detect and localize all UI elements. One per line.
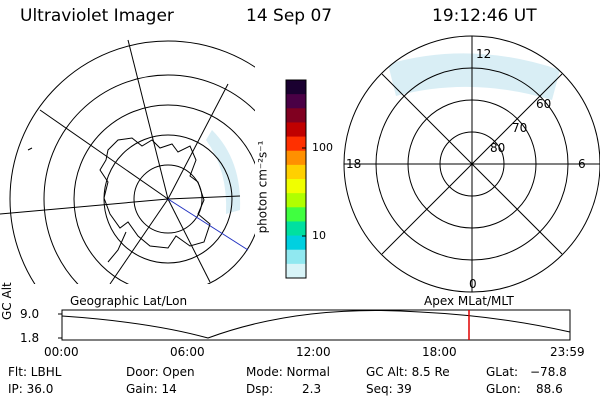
colorbar-segment <box>286 80 306 95</box>
colorbar-tick-10: 10 <box>312 229 326 242</box>
colorbar-segment <box>286 235 306 251</box>
left-panel-label: Geographic Lat/Lon <box>70 294 188 308</box>
altitude-timeline <box>58 309 571 341</box>
info-gain: Gain: 14 <box>126 382 177 396</box>
timeline-xtick-1200: 12:00 <box>296 345 331 359</box>
date-label: 14 Sep 07 <box>246 6 333 26</box>
colorbar-tick-100: 100 <box>312 141 333 154</box>
time-label: 19:12:46 UT <box>432 6 537 26</box>
timeline-xtick-2359: 23:59 <box>550 345 585 359</box>
info-dsp-value: 2.3 <box>302 382 322 396</box>
info-glon-label: GLon: <box>486 382 521 396</box>
timeline-ytick-bottom: 1.8 <box>20 331 40 345</box>
mlt-label-top: 12 <box>476 47 492 61</box>
instrument-title: Ultraviolet Imager <box>20 6 174 26</box>
colorbar-segment <box>286 221 306 237</box>
colorbar-segment <box>286 249 306 265</box>
info-mode: Mode: Normal <box>246 365 330 379</box>
info-filter: Flt: LBHL <box>8 365 62 379</box>
colorbar-segment <box>286 164 306 180</box>
colorbar-segment <box>286 94 306 109</box>
mlat-label-70: 70 <box>512 121 528 135</box>
colorbar-segment <box>286 193 306 208</box>
colorbar-segment <box>286 122 306 138</box>
mlat-mlt-dial <box>343 35 600 293</box>
timeline-xtick-0000: 00:00 <box>44 345 79 359</box>
info-glat-value: −78.8 <box>530 365 567 379</box>
colorbar-segment <box>286 207 306 222</box>
colorbar-segment <box>286 136 306 152</box>
info-dsp-label: Dsp: <box>246 382 274 396</box>
mlat-label-60: 60 <box>536 97 552 111</box>
colorbar-segment <box>286 108 306 123</box>
info-ip: IP: 36.0 <box>8 382 54 396</box>
colorbar-unit-label: photon cm⁻²s⁻¹ <box>255 140 270 234</box>
timeline-xtick-0600: 06:00 <box>170 345 205 359</box>
info-glon-value: 88.6 <box>536 382 563 396</box>
colorbar-segment <box>286 179 306 194</box>
geographic-map <box>0 39 255 284</box>
mlt-label-right: 6 <box>578 157 586 171</box>
info-seq: Seq: 39 <box>366 382 412 396</box>
info-glat-label: GLat: <box>486 365 519 379</box>
info-door: Door: Open <box>126 365 195 379</box>
mlt-label-left: 18 <box>346 157 362 171</box>
timeline-ylabel: GC Alt <box>0 282 14 320</box>
info-gc-alt: GC Alt: 8.5 Re <box>366 365 450 379</box>
colorbar <box>285 79 307 279</box>
timeline-ytick-top: 9.0 <box>20 307 40 321</box>
timeline-xtick-1800: 18:00 <box>422 345 457 359</box>
colorbar-segment <box>286 263 306 279</box>
colorbar-segment <box>286 150 306 166</box>
right-panel-label: Apex MLat/MLT <box>424 294 514 308</box>
mlt-label-bottom: 0 <box>469 277 477 291</box>
mlat-label-80: 80 <box>490 141 506 155</box>
